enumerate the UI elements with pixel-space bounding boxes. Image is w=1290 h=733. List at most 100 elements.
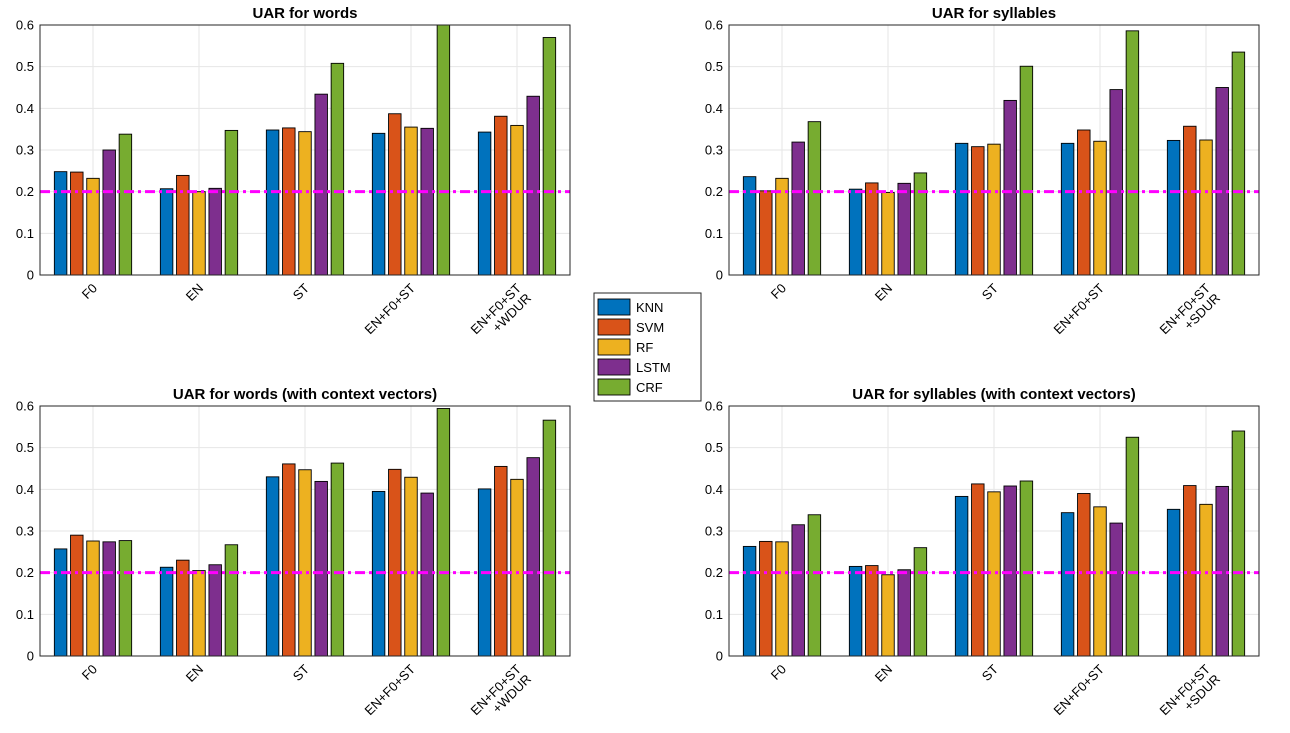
bar-rf-1 (192, 570, 206, 657)
bar-knn-3 (371, 132, 386, 276)
bar-svm-0 (70, 534, 84, 657)
bar-svm-4 (1183, 485, 1197, 657)
bar-svm-4 (494, 465, 508, 657)
bar-rf-3 (404, 126, 418, 276)
y-tick-label: 0.3 (16, 143, 34, 158)
legend-swatch-rf (597, 338, 631, 356)
x-tick-label: EN+F0+ST+WDUR (468, 661, 535, 728)
y-tick-label: 0.6 (705, 18, 723, 33)
bar-rf-2 (987, 143, 1001, 276)
y-tick-label: 0 (716, 268, 723, 283)
x-tick-label: EN+F0+ST+WDUR (468, 280, 535, 347)
bar-rf-0 (86, 540, 100, 657)
bar-knn-1 (848, 565, 863, 657)
y-tick-label: 0.2 (705, 565, 723, 580)
legend-label-knn: KNN (636, 300, 663, 315)
y-tick-label: 0.5 (16, 440, 34, 455)
bar-lstm-1 (897, 569, 911, 657)
bar-crf-1 (224, 129, 239, 276)
bar-lstm-1 (897, 182, 911, 276)
y-tick-label: 0.4 (16, 482, 34, 497)
bar-rf-4 (1199, 139, 1213, 276)
bar-knn-4 (1166, 508, 1181, 657)
x-tick-label: EN (183, 662, 206, 685)
x-tick-label: F0 (79, 662, 100, 683)
legend-label-rf: RF (636, 340, 653, 355)
legend-label-crf: CRF (636, 380, 663, 395)
legend-swatch-crf (597, 378, 631, 396)
bar-rf-3 (404, 476, 418, 657)
bar-lstm-4 (526, 457, 540, 657)
bar-rf-4 (1199, 503, 1213, 657)
chart-title: UAR for syllables (932, 5, 1056, 22)
bar-crf-1 (224, 544, 239, 657)
y-tick-label: 0 (27, 268, 34, 283)
bar-lstm-0 (102, 149, 116, 276)
bar-svm-0 (759, 540, 773, 657)
bar-crf-3 (436, 408, 451, 657)
bar-lstm-0 (791, 524, 805, 657)
bar-svm-2 (282, 127, 296, 276)
bar-crf-2 (1019, 480, 1034, 657)
bar-knn-2 (265, 129, 280, 276)
bar-lstm-3 (1109, 522, 1123, 657)
chart-uar-words-context: 0 0.1 0.2 0.3 0.4 0.5 0.6 F0 EN ST EN+F0+ST EN+F0+S… (16, 386, 571, 728)
bar-svm-4 (494, 115, 508, 276)
bar-lstm-0 (102, 541, 116, 657)
bar-lstm-2 (1003, 99, 1017, 276)
bar-knn-0 (742, 545, 757, 657)
legend-swatch-lstm (597, 358, 631, 376)
bar-crf-4 (542, 37, 557, 276)
bar-lstm-4 (1215, 87, 1229, 276)
bar-rf-3 (1093, 506, 1107, 657)
x-tick-label: F0 (768, 662, 789, 683)
bar-svm-0 (70, 171, 84, 276)
x-tick-label: EN+F0+ST (362, 661, 419, 718)
bar-svm-4 (1183, 125, 1197, 276)
y-tick-label: 0.1 (705, 226, 723, 241)
bar-svm-2 (971, 146, 985, 276)
bar-crf-2 (330, 62, 345, 276)
x-tick-label: F0 (768, 281, 789, 302)
x-tick-label: EN+F0+ST (1051, 661, 1108, 718)
legend-label-lstm: LSTM (636, 360, 671, 375)
chart-uar-syllables-context: 0 0.1 0.2 0.3 0.4 0.5 0.6 F0 EN ST EN+F0+ST EN+F0+S… (705, 386, 1260, 718)
bar-lstm-3 (420, 127, 434, 276)
y-tick-label: 0.5 (705, 440, 723, 455)
y-tick-label: 0.1 (16, 607, 34, 622)
bar-crf-0 (118, 133, 133, 276)
chart-title: UAR for words (253, 5, 358, 22)
bar-crf-2 (1019, 65, 1034, 276)
x-tick-label: EN (183, 281, 206, 304)
y-tick-label: 0 (716, 649, 723, 664)
bar-svm-3 (1077, 129, 1091, 276)
bar-svm-1 (865, 182, 879, 276)
bar-lstm-4 (526, 95, 540, 276)
bar-rf-0 (775, 541, 789, 657)
bar-knn-1 (159, 188, 174, 276)
y-tick-label: 0.3 (705, 143, 723, 158)
bar-crf-1 (913, 172, 928, 276)
bar-crf-4 (542, 419, 557, 657)
bar-svm-1 (865, 565, 879, 657)
bar-knn-2 (954, 495, 969, 657)
bar-knn-2 (265, 476, 280, 657)
bar-svm-2 (282, 463, 296, 657)
bar-lstm-3 (1109, 89, 1123, 276)
y-tick-label: 0.5 (705, 59, 723, 74)
axes-box (39, 405, 571, 657)
y-tick-label: 0.6 (16, 18, 34, 33)
chart-uar-syllables: 0 0.1 0.2 0.3 0.4 0.5 0.6 F0 EN ST EN+F0+ST EN+F0+S… (705, 5, 1260, 337)
bar-lstm-2 (314, 480, 328, 657)
chart-title: UAR for words (with context vectors) (173, 386, 437, 403)
bar-svm-1 (176, 559, 190, 657)
x-tick-label: ST (290, 280, 312, 302)
bar-svm-3 (388, 113, 402, 276)
y-tick-label: 0.2 (16, 184, 34, 199)
bar-lstm-2 (1003, 485, 1017, 657)
bar-rf-1 (881, 574, 895, 657)
bar-lstm-3 (420, 492, 434, 657)
axes-box (728, 405, 1260, 657)
bar-knn-1 (159, 566, 174, 657)
bar-knn-3 (1060, 512, 1075, 657)
